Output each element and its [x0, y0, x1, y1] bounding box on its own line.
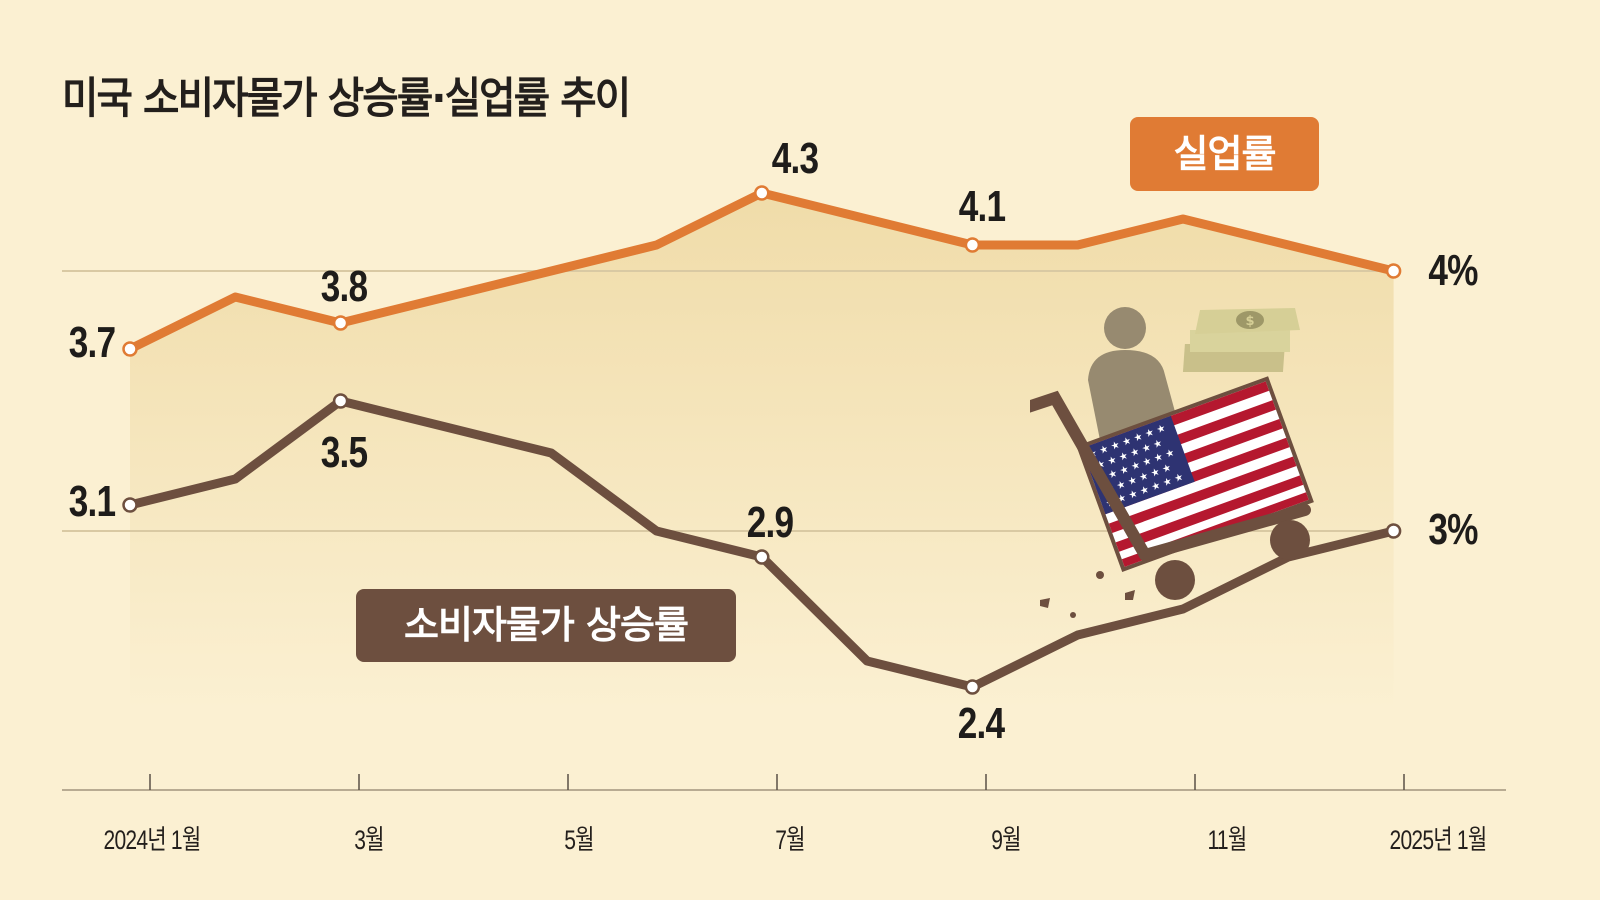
legend-cpi: 소비자물가 상승률: [356, 589, 736, 662]
data-point: [122, 341, 138, 357]
value-label: 3.7: [68, 318, 116, 367]
data-point: [754, 185, 770, 201]
x-tick-label: 9월: [991, 825, 1021, 855]
value-label: 3%: [1428, 505, 1478, 554]
chart-title: 미국 소비자물가 상승률·실업률 추이: [62, 74, 631, 124]
area-fill: [130, 193, 1394, 712]
value-label: 4.1: [958, 182, 1006, 231]
value-label: 4%: [1428, 246, 1478, 295]
data-point: [1385, 523, 1402, 539]
money-stack-icon: $: [1182, 308, 1300, 372]
x-tick-label: 2024년 1월: [103, 825, 202, 855]
value-label: 2.4: [957, 699, 1005, 748]
value-label: 3.8: [320, 262, 368, 311]
x-tick-label: 2025년 1월: [1389, 825, 1488, 855]
svg-text:$: $: [1245, 314, 1254, 329]
legend-unemployment: 실업률: [1130, 117, 1319, 191]
value-label: 3.5: [320, 428, 368, 477]
value-label: 2.9: [746, 498, 794, 547]
value-label: 4.3: [771, 134, 819, 183]
debris: [1040, 571, 1135, 618]
data-point: [964, 679, 981, 695]
x-tick-label: 11월: [1207, 825, 1248, 855]
data-point: [332, 315, 349, 331]
x-tick-label: 7월: [775, 825, 805, 855]
data-point: [122, 497, 138, 513]
shopping-cart-illustration: $ ★ ★ ★ ★ ★ ★ ★ ★ ★ ★ ★ ★ ★ ★ ★ ★ ★ ★ ★ …: [1030, 307, 1314, 618]
data-point: [332, 393, 349, 409]
cart-wheel-right: [1270, 520, 1310, 560]
x-tick-label: 5월: [564, 825, 594, 855]
cart-wheel-left: [1155, 560, 1195, 600]
data-point: [964, 237, 981, 253]
x-tick-label: 3월: [354, 825, 384, 855]
data-point: [1385, 263, 1402, 279]
data-point: [754, 549, 770, 565]
value-label: 3.1: [68, 477, 116, 526]
plot-area: [62, 185, 1506, 791]
cart-frame: [1030, 390, 1311, 561]
